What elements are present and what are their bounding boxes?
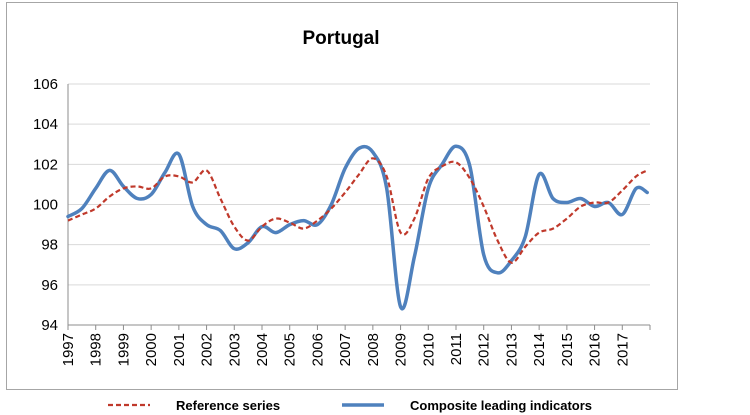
legend: Reference series Composite leading indic… bbox=[108, 398, 592, 413]
x-tick-label: 2015 bbox=[559, 333, 576, 366]
y-tick-label: 100 bbox=[33, 197, 58, 214]
x-tick-label: 1999 bbox=[115, 333, 132, 366]
x-tick-label: 2002 bbox=[199, 333, 216, 366]
x-tick-label: 2009 bbox=[393, 333, 410, 366]
x-tick-label: 1997 bbox=[60, 333, 77, 366]
x-tick-label: 2003 bbox=[226, 333, 243, 366]
y-tick-label: 98 bbox=[41, 237, 58, 254]
x-tick-label: 2013 bbox=[503, 333, 520, 366]
gridlines bbox=[68, 83, 650, 326]
x-tick-label: 2008 bbox=[365, 333, 382, 366]
x-tick-label: 2010 bbox=[420, 333, 437, 366]
legend-label-reference-series: Reference series bbox=[176, 398, 280, 413]
x-tick-label: 2017 bbox=[614, 333, 631, 366]
x-tick-label: 2001 bbox=[171, 333, 188, 366]
y-tick-label: 94 bbox=[41, 317, 58, 334]
x-tick-label: 2012 bbox=[476, 333, 493, 366]
axes bbox=[67, 84, 651, 330]
chart-title: Portugal bbox=[302, 28, 379, 49]
x-tick-labels: 1997 1998 1999 2000 2001 2002 2003 2004 2005 2006… bbox=[60, 333, 631, 366]
y-tick-label: 102 bbox=[33, 156, 58, 173]
y-tick-label: 96 bbox=[41, 277, 58, 294]
legend-label-composite-leading-indicators: Composite leading indicators bbox=[410, 398, 592, 413]
x-tick-label: 2006 bbox=[309, 333, 326, 366]
y-tick-label: 106 bbox=[33, 76, 58, 93]
series-lines bbox=[66, 144, 649, 311]
x-tick-label: 1998 bbox=[88, 333, 105, 366]
y-tick-label: 104 bbox=[33, 116, 58, 133]
x-tick-label: 2016 bbox=[587, 333, 604, 366]
x-tick-label: 2011 bbox=[448, 333, 465, 365]
x-tick-label: 2004 bbox=[254, 333, 271, 366]
series-line-reference-series bbox=[67, 157, 648, 264]
x-tick-label: 2007 bbox=[337, 333, 354, 366]
x-tick-label: 2000 bbox=[143, 333, 160, 366]
x-tick-label: 2005 bbox=[282, 333, 299, 366]
x-tick-label: 2014 bbox=[531, 333, 548, 366]
y-tick-labels: 94 96 98 100 102 104 106 bbox=[33, 76, 58, 334]
series-line-composite-leading-indicators bbox=[66, 144, 649, 311]
